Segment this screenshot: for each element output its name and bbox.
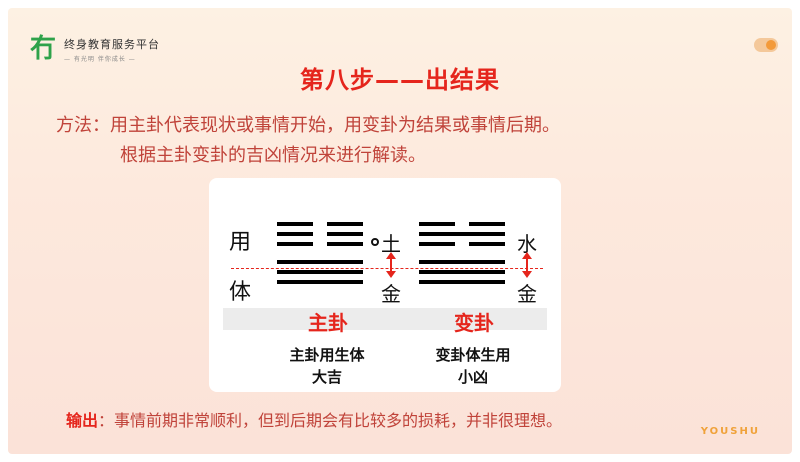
main-desc-line-2: 大吉: [311, 368, 342, 386]
logo-tagline: — 有光明 伴你成长 —: [64, 55, 136, 63]
main-upper-element: 土: [381, 232, 401, 256]
slide-title: 第八步——出结果: [300, 66, 500, 94]
logo: 冇 终身教育服务平台 — 有光明 伴你成长 —: [30, 34, 160, 64]
main-line-1: [277, 280, 363, 284]
changed-hexagram-name: 变卦: [454, 311, 494, 335]
moving-line-circle-icon: [371, 238, 379, 246]
main-line-4: [277, 242, 363, 246]
changed-line-1: [419, 280, 505, 284]
main-description: 主卦用生体 大吉: [272, 344, 382, 388]
changed-description: 变卦体生用 小凶: [418, 344, 528, 388]
toggle-switch[interactable]: [754, 38, 778, 52]
changed-desc-line-1: 变卦体生用: [435, 346, 511, 364]
main-hexagram: [277, 222, 363, 290]
changed-line-4: [419, 242, 505, 246]
main-line-2: [277, 270, 363, 274]
changed-line-5: [419, 232, 505, 236]
changed-line-2: [419, 270, 505, 274]
logo-name: 终身教育服务平台: [64, 37, 160, 51]
output-text: 输出：事情前期非常顺利，但到后期会有比较多的损耗，并非很理想。: [66, 407, 562, 431]
changed-hexagram: [419, 222, 505, 290]
upper-label-yong: 用: [229, 230, 252, 255]
name-band: [223, 308, 547, 330]
main-desc-line-1: 主卦用生体: [289, 346, 365, 364]
main-hexagram-name: 主卦: [308, 311, 348, 335]
brand-watermark: YOUSHU: [700, 426, 760, 437]
main-line-3: [277, 260, 363, 264]
main-line-5: [277, 232, 363, 236]
logo-mark-icon: 冇: [30, 34, 57, 64]
main-line-6: [277, 222, 363, 226]
changed-line-3: [419, 260, 505, 264]
method-line-1: 方法：用主卦代表现状或事情开始，用变卦为结果或事情后期。: [56, 115, 560, 136]
hexagram-card: 用 体 土 金: [209, 178, 561, 392]
divider-dashed-line: [231, 268, 543, 269]
changed-arrow-icon: [522, 252, 532, 278]
changed-lower-element: 金: [517, 282, 537, 306]
main-lower-element: 金: [381, 282, 401, 306]
changed-desc-line-2: 小凶: [457, 368, 488, 386]
toggle-knob-icon: [766, 40, 776, 50]
changed-upper-element: 水: [517, 232, 537, 256]
slide: 冇 终身教育服务平台 — 有光明 伴你成长 — 第八步——出结果 方法：用主卦代…: [8, 8, 792, 454]
main-arrow-icon: [386, 252, 396, 278]
lower-label-ti: 体: [229, 280, 252, 305]
changed-line-6: [419, 222, 505, 226]
output-label: 输出: [66, 411, 99, 430]
method-line-2: 根据主卦变卦的吉凶情况来进行解读。: [120, 145, 426, 166]
output-body: ：事情前期非常顺利，但到后期会有比较多的损耗，并非很理想。: [98, 411, 563, 430]
method-text: 方法：用主卦代表现状或事情开始，用变卦为结果或事情后期。 根据主卦变卦的吉凶情况…: [56, 111, 560, 171]
